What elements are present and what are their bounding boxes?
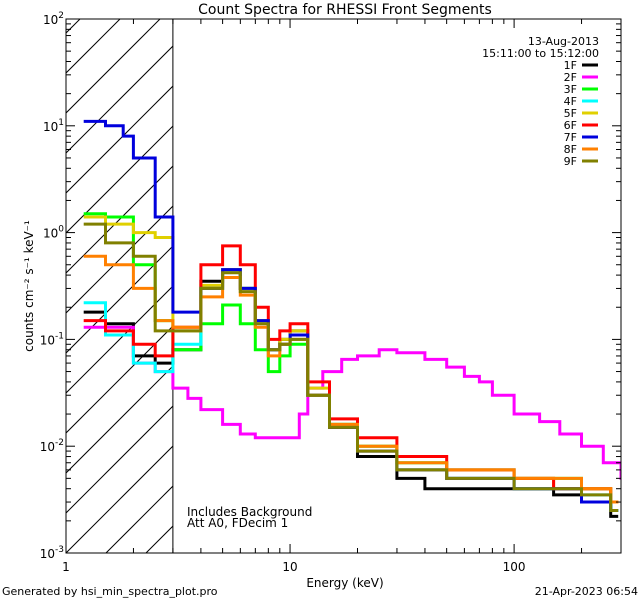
legend-time-range: 15:11:00 to 15:12:00 [482, 47, 599, 60]
footer-timestamp: 21-Apr-2023 06:54 [535, 585, 638, 598]
series-group [83, 119, 621, 518]
y-tick-base: 10 [40, 333, 55, 347]
y-tick-label: 10-2 [40, 438, 64, 454]
y-tick-exponent: -2 [55, 438, 64, 448]
footer-generated-by: Generated by hsi_min_spectra_plot.pro [2, 585, 218, 598]
hatch-line [66, 365, 173, 474]
y-tick-exponent: 1 [58, 118, 64, 128]
hatched-region [66, 19, 640, 553]
legend: 13-Aug-2013 15:11:00 to 15:12:00 1F2F3F4… [482, 35, 599, 168]
y-axis-label: counts cm⁻² s⁻¹ keV⁻¹ [22, 220, 36, 352]
series-line-9F [83, 222, 619, 512]
series-line-6F [83, 244, 619, 504]
hatch-line [66, 85, 173, 194]
plot-frame [65, 18, 622, 554]
x-tick-labels: 1 10 100 [62, 560, 525, 574]
y-tick-base: 10 [43, 227, 58, 241]
legend-label-1F: 1F [564, 59, 577, 72]
x-tick-label: 1 [62, 560, 70, 574]
y-tick-exponent: -3 [55, 545, 64, 555]
legend-label-7F: 7F [564, 131, 577, 144]
y-tick-label: 102 [43, 11, 64, 27]
legend-label-8F: 8F [564, 143, 577, 156]
y-tick-label: 10-3 [40, 545, 64, 561]
series-line-7F [83, 119, 619, 512]
y-tick-exponent: 0 [58, 225, 64, 235]
y-tick-label: 101 [43, 118, 64, 134]
annotation-attenuator: Att A0, FDecim 1 [187, 516, 288, 530]
x-axis-label: Energy (keV) [306, 576, 383, 590]
legend-label-2F: 2F [564, 71, 577, 84]
hatch-line [226, 19, 640, 553]
legend-label-9F: 9F [564, 155, 577, 168]
hatch-line [66, 19, 121, 74]
legend-date: 13-Aug-2013 [528, 35, 599, 48]
hatch-line [105, 485, 173, 553]
annotation-background: Includes Background [187, 505, 312, 519]
hatch-line [66, 19, 161, 114]
series-line-4F [83, 268, 619, 512]
series-line-8F [83, 254, 619, 504]
hatch-line [66, 19, 81, 34]
legend-label-3F: 3F [564, 83, 577, 96]
y-tick-base: 10 [40, 547, 55, 561]
y-tick-exponent: 2 [58, 11, 64, 21]
y-tick-base: 10 [40, 440, 55, 454]
x-tick-label: 100 [503, 560, 526, 574]
y-tick-base: 10 [43, 120, 58, 134]
hatch-line [66, 125, 173, 234]
chart-title: Count Spectra for RHESSI Front Segments [198, 2, 492, 18]
legend-label-6F: 6F [564, 119, 577, 132]
axis-ticks [65, 18, 622, 554]
hatch-line [66, 45, 173, 154]
legend-label-5F: 5F [564, 107, 577, 120]
y-tick-exponent: -1 [55, 331, 64, 341]
x-tick-label: 10 [282, 560, 297, 574]
y-tick-label: 10-1 [40, 331, 64, 347]
y-tick-base: 10 [43, 13, 58, 27]
hatch-line [66, 445, 173, 553]
series-line-2F [83, 325, 621, 480]
y-tick-label: 100 [43, 225, 64, 241]
hatch-line [66, 405, 173, 514]
hatch-line [66, 205, 173, 314]
legend-label-4F: 4F [564, 95, 577, 108]
